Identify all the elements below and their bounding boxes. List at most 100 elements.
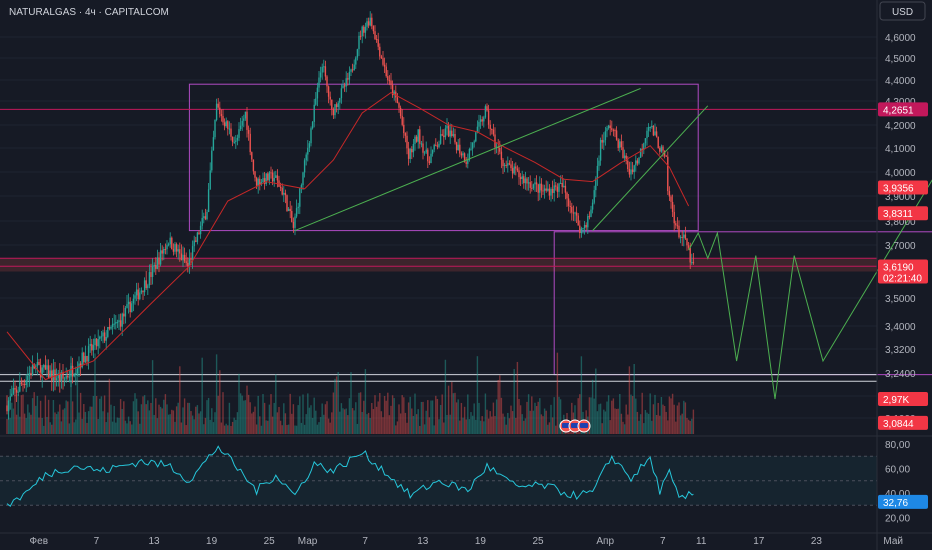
candle-body [268,172,271,181]
candle-body [198,232,200,235]
trendline [294,87,641,232]
volume-bar [627,414,629,434]
candle-body [71,365,74,377]
candle-body [414,136,416,144]
volume-bar [430,400,432,434]
volume-bar [115,422,117,434]
candle-body [11,393,13,397]
candle-body [17,391,19,393]
volume-bar [291,413,293,434]
candle-body [545,188,547,191]
volume-bar [476,356,479,434]
volume-bar [99,398,101,434]
candle-body [340,88,343,99]
candle-body [119,320,122,327]
candle-body [79,363,82,368]
candle-body [41,367,43,378]
event-icons[interactable] [559,419,591,433]
volume-bar [49,422,51,434]
volume-bar [441,394,443,434]
candle-body [423,152,426,154]
candle-body [67,375,69,378]
volume-bar [691,418,693,434]
volume-bar [209,419,211,434]
candle-body [639,148,642,158]
volume-bar [153,414,155,434]
candle-body [323,66,325,68]
price-marker-label: 3,8311 [883,209,913,220]
volume-bar [119,399,122,434]
candle-body [297,206,299,209]
candle-body [102,332,104,337]
volume-bar [231,421,234,434]
event-flag-icon-inner [580,423,588,428]
candle-body [681,236,683,238]
volume-bar [171,409,173,434]
moving-average-line [6,92,690,381]
volume-bar [135,398,138,434]
candle-body [473,141,475,143]
volume-bar [244,400,247,434]
volume-bar [289,393,291,434]
volume-bar [643,423,645,434]
candle-body [351,69,354,71]
volume-bar [364,369,367,434]
rsi-tick-label: 80,00 [885,440,910,451]
candle-body [558,183,560,192]
volume-bar [118,417,120,434]
volume-bar [420,401,423,434]
volume-bar [414,393,416,434]
candle-body [390,80,392,85]
volume-bar [17,394,19,434]
candle-body [275,175,277,178]
volume-bar [91,406,93,434]
candle-body [678,225,680,238]
volume-bar [9,417,11,434]
volume-bar [399,413,402,434]
price-axis[interactable]: 4,60004,50004,40004,30004,20004,10004,00… [876,0,916,550]
candle-body [609,125,611,129]
candle-body [641,148,643,150]
candle-body [235,140,237,142]
candle-body [551,188,554,193]
candle-body [54,369,56,381]
volume-bar [604,411,607,434]
candle-body [580,228,583,233]
candle-body [363,26,365,33]
volume-bar [347,415,349,434]
candle-body [569,205,571,207]
candle-body [555,185,557,187]
candle-body [135,289,138,296]
candle-body [300,185,303,188]
currency-button[interactable]: USD [879,1,926,21]
candle-body [511,168,514,174]
volume-bar [55,414,58,434]
candle-body [542,190,544,192]
candle-body [377,39,379,47]
candle-body [331,99,333,110]
candle-body [113,323,115,325]
volume-bar [628,366,631,434]
volume-bar [353,410,355,434]
volume-bar [134,393,136,434]
trendlines [294,87,709,232]
candle-body [15,389,18,393]
candle-body [614,130,616,132]
volume-marker [878,392,928,406]
candle-body [207,189,210,212]
candle-body [156,257,159,269]
volume-bar [166,404,168,434]
volume-bar [615,409,618,434]
volume-bar [83,404,85,434]
volume-bar [439,404,442,434]
volume-bar [550,404,552,434]
volume-bar [203,424,205,434]
volume-bar [519,405,522,434]
volume-bar [443,422,445,434]
volume-bar [279,420,282,434]
volume-bar [198,413,200,434]
candle-body [633,165,635,173]
time-axis[interactable]: Фев7131925Мар7131925Апр7111723Май71319 [0,532,932,547]
